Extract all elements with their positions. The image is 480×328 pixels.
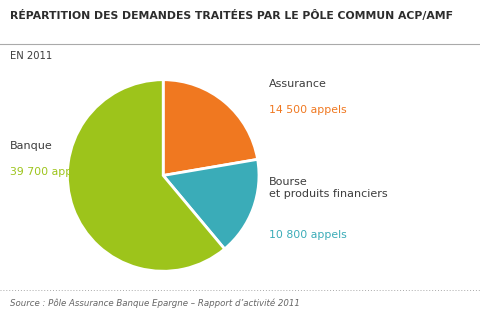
Wedge shape	[67, 80, 225, 271]
Wedge shape	[163, 159, 259, 249]
Text: EN 2011: EN 2011	[10, 51, 52, 61]
Text: 10 800 appels: 10 800 appels	[269, 230, 347, 239]
Text: 14 500 appels: 14 500 appels	[269, 105, 347, 115]
Text: RÉPARTITION DES DEMANDES TRAITÉES PAR LE PÔLE COMMUN ACP/AMF: RÉPARTITION DES DEMANDES TRAITÉES PAR LE…	[10, 10, 453, 21]
Text: Banque: Banque	[10, 141, 52, 151]
Text: Assurance: Assurance	[269, 79, 327, 89]
Text: Source : Pôle Assurance Banque Epargne – Rapport d’activité 2011: Source : Pôle Assurance Banque Epargne –…	[10, 298, 300, 308]
Text: Bourse
et produits financiers: Bourse et produits financiers	[269, 177, 387, 199]
Wedge shape	[163, 80, 258, 175]
Text: 39 700 appels: 39 700 appels	[10, 167, 87, 177]
